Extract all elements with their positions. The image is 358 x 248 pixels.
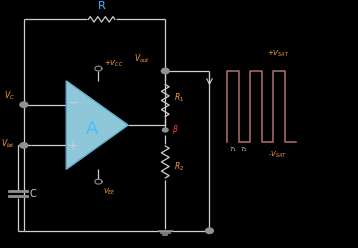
Text: $V_C$: $V_C$ — [4, 90, 15, 102]
Circle shape — [161, 68, 169, 74]
Text: $T_2$: $T_2$ — [240, 145, 248, 154]
Text: C: C — [29, 189, 36, 199]
Circle shape — [163, 128, 168, 132]
Text: $R_2$: $R_2$ — [174, 161, 184, 173]
Text: +$V_{SAT}$: +$V_{SAT}$ — [266, 49, 289, 60]
Text: +: + — [67, 139, 78, 152]
Circle shape — [20, 102, 28, 107]
Circle shape — [20, 143, 28, 148]
Text: $R_1$: $R_1$ — [174, 92, 184, 104]
Circle shape — [205, 228, 213, 234]
Text: -$V_{SAT}$: -$V_{SAT}$ — [268, 150, 287, 160]
Text: R: R — [98, 1, 106, 11]
Polygon shape — [66, 81, 128, 169]
Text: $V_{lat}$: $V_{lat}$ — [1, 138, 15, 151]
Text: $\beta$: $\beta$ — [171, 124, 178, 136]
Text: +$V_{CC}$: +$V_{CC}$ — [104, 59, 123, 69]
Text: $V_{EE}$: $V_{EE}$ — [103, 186, 116, 197]
Text: $T_1$: $T_1$ — [229, 145, 237, 154]
Text: $V_{out}$: $V_{out}$ — [134, 52, 150, 65]
Text: −: − — [67, 97, 78, 110]
Text: A: A — [86, 120, 98, 138]
